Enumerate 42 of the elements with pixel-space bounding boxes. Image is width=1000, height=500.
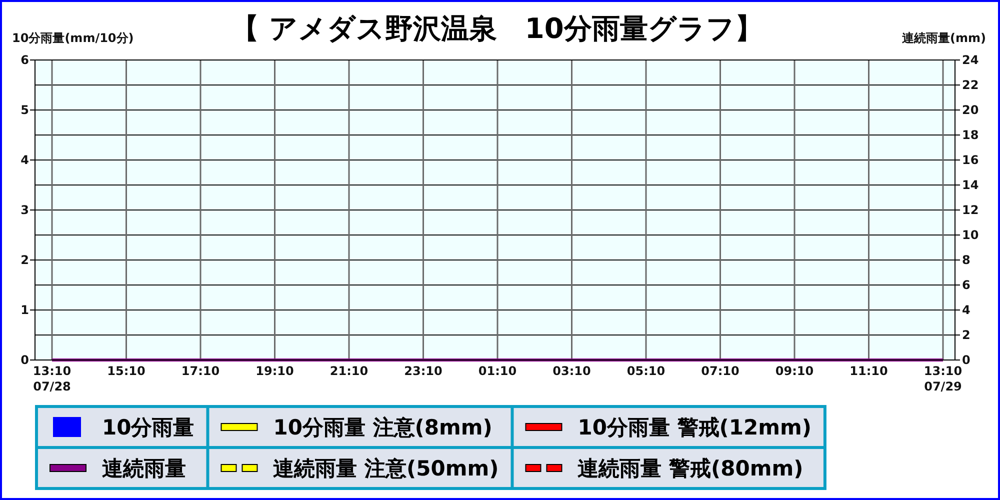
y-tick-label: 6	[20, 53, 29, 67]
y-tick-label: 1	[20, 303, 29, 317]
x-tick-label: 19:10	[256, 364, 294, 378]
legend-label: 10分雨量 警戒(12mm)	[578, 416, 812, 440]
x-tick-label: 01:10	[478, 364, 517, 378]
y2-tick-label: 0	[962, 353, 970, 367]
y2-tick-label: 12	[962, 203, 979, 217]
y2-tick-label: 18	[962, 128, 979, 142]
y2-tick-label: 4	[962, 303, 970, 317]
y-tick-label: 5	[20, 103, 29, 117]
legend-label: 連続雨量	[102, 456, 186, 481]
x-tick-label: 21:10	[330, 364, 368, 378]
y2-tick-label: 16	[962, 153, 979, 167]
y2-tick-label: 2	[962, 328, 970, 342]
x-tick-label: 07:10	[701, 364, 740, 378]
x-tick-label: 05:10	[626, 364, 666, 378]
y-tick-label: 3	[20, 203, 29, 217]
x-tick-label: 11:10	[850, 364, 888, 378]
legend-label: 10分雨量	[102, 416, 194, 440]
x-tick-label: 15:10	[107, 364, 146, 378]
legend-label: 10分雨量 注意(8mm)	[273, 416, 492, 440]
y2-tick-label: 24	[962, 53, 979, 67]
y2-tick-label: 10	[962, 228, 979, 242]
x-tick-label: 23:10	[404, 364, 442, 378]
y2-axis-title: 連続雨量(mm)	[901, 31, 986, 45]
legend-label: 連続雨量 注意(50mm)	[273, 456, 499, 481]
y2-tick-label: 14	[962, 178, 979, 192]
chart-title: 【 アメダス野沢温泉 10分雨量グラフ】	[231, 12, 763, 45]
y-tick-label: 0	[20, 353, 29, 367]
x-tick-label: 13:10 07/28	[32, 364, 72, 394]
y2-tick-label: 22	[962, 78, 979, 92]
y-tick-label: 2	[20, 253, 29, 267]
x-tick-label: 03:10	[552, 364, 591, 378]
x-tick-label: 17:10	[181, 364, 220, 378]
y2-tick-label: 8	[962, 253, 970, 267]
y-tick-label: 4	[20, 153, 29, 167]
x-tick-label: 09:10	[775, 364, 814, 378]
x-tick-label: 13:10 07/29	[924, 364, 962, 394]
y2-tick-label: 6	[962, 278, 970, 292]
y-axis-title: 10分雨量(mm/10分)	[12, 31, 134, 45]
legend-label: 連続雨量 警戒(80mm)	[578, 456, 804, 481]
y2-tick-label: 20	[962, 103, 979, 117]
